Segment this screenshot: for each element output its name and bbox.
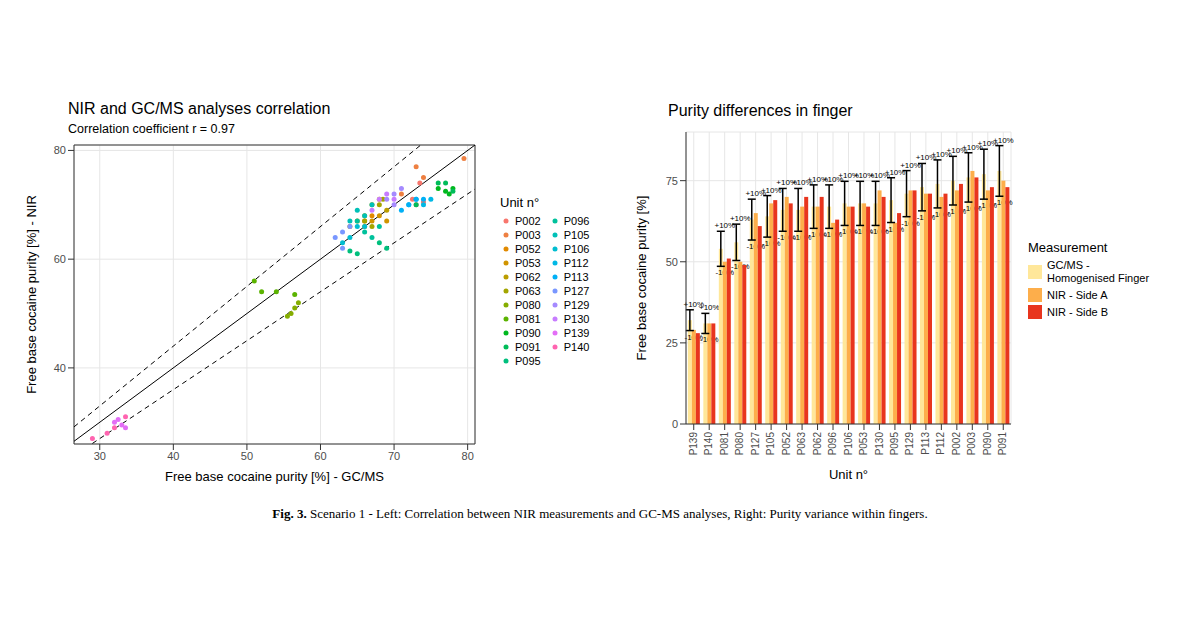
svg-text:+10%: +10% (838, 171, 859, 181)
svg-text:+10%: +10% (900, 160, 921, 170)
svg-text:0: 0 (672, 418, 678, 430)
html-text:P080: P080 (515, 299, 541, 311)
svg-text:+10%: +10% (822, 174, 844, 184)
svg-text:-10%: -10% (730, 262, 750, 272)
svg-text:+10%: +10% (714, 221, 736, 231)
svg-text:+10%: +10% (807, 174, 828, 184)
svg-text:P063: P063 (796, 432, 807, 456)
html-text:P113: P113 (563, 271, 589, 283)
svg-text:+10%: +10% (776, 178, 798, 188)
html-text:NIR - Side B: NIR - Side B (1047, 305, 1109, 318)
svg-text:25: 25 (666, 337, 678, 349)
svg-text:75: 75 (666, 175, 678, 187)
html-text:P130: P130 (563, 313, 590, 325)
svg-text:P105: P105 (765, 432, 776, 456)
svg-text:+10%: +10% (993, 136, 1014, 145)
html-text:P127: P127 (563, 285, 590, 297)
svg-text:P140: P140 (703, 432, 714, 456)
svg-text:70: 70 (388, 450, 400, 462)
html-text:P140: P140 (563, 341, 590, 353)
svg-text:+10%: +10% (760, 185, 782, 195)
html-text:NIR - Side A: NIR - Side A (1047, 288, 1108, 301)
svg-text:80: 80 (462, 450, 474, 462)
svg-text:+10%: +10% (791, 178, 813, 188)
svg-text:Free base cocaine purity [%]: Free base cocaine purity [%] (634, 196, 649, 361)
svg-text:P129: P129 (905, 432, 916, 456)
svg-text:+10%: +10% (962, 142, 983, 152)
svg-text:-10%: -10% (994, 198, 1013, 208)
svg-text:P091: P091 (997, 432, 1008, 456)
svg-text:30: 30 (94, 450, 106, 462)
svg-text:P139: P139 (688, 432, 699, 456)
svg-text:+10%: +10% (745, 189, 767, 199)
html-text:P091: P091 (515, 341, 541, 353)
html-text:Measurement: Measurement (1028, 240, 1108, 255)
svg-text:P081: P081 (719, 432, 730, 456)
svg-text:+10%: +10% (683, 299, 705, 309)
svg-text:+10%: +10% (931, 149, 952, 159)
svg-text:P095: P095 (889, 432, 900, 456)
svg-text:Free base cocaine purity [%] -: Free base cocaine purity [%] - NIR (24, 195, 39, 394)
svg-text:P127: P127 (750, 432, 761, 456)
html-text:GC/MS - Homogenised Finger: GC/MS - Homogenised Finger (1047, 259, 1150, 284)
html-text:P002: P002 (515, 215, 541, 227)
html-text:P090: P090 (515, 327, 541, 339)
svg-text:+10%: +10% (869, 171, 890, 181)
svg-text:P096: P096 (827, 432, 838, 456)
svg-text:+10%: +10% (884, 167, 906, 177)
html-text:Purity differences in finger: Purity differences in finger (668, 102, 853, 119)
svg-text:+10%: +10% (915, 153, 937, 163)
svg-text:+10%: +10% (730, 214, 751, 223)
html-text:P052: P052 (515, 243, 541, 255)
svg-text:50: 50 (666, 256, 678, 268)
svg-text:40: 40 (167, 450, 179, 462)
svg-text:Free base cocaine purity [%] -: Free base cocaine purity [%] - GC/MS (165, 469, 384, 484)
svg-text:P130: P130 (874, 432, 885, 456)
svg-text:P080: P080 (734, 432, 745, 456)
svg-text:+10%: +10% (699, 303, 720, 312)
svg-text:P113: P113 (920, 432, 931, 455)
html-text:P096: P096 (563, 215, 590, 227)
svg-text:P106: P106 (843, 432, 854, 456)
html-text:P129: P129 (563, 299, 590, 311)
svg-text:+10%: +10% (853, 171, 875, 181)
svg-text:+10%: +10% (977, 139, 999, 149)
svg-text:+10%: +10% (946, 146, 968, 156)
html-text:P112: P112 (563, 257, 589, 269)
html-text:P081: P081 (515, 313, 541, 325)
html-text:P105: P105 (563, 229, 590, 241)
html-text:Correlation coefficient r = 0.: Correlation coefficient r = 0.97 (68, 122, 235, 136)
svg-text:60: 60 (54, 253, 66, 265)
html-text:P095: P095 (515, 355, 541, 367)
svg-text:-10%: -10% (700, 335, 719, 345)
svg-text:40: 40 (54, 362, 66, 374)
svg-text:P062: P062 (812, 432, 823, 456)
html-text:P106: P106 (563, 243, 590, 255)
html-text:P003: P003 (515, 229, 541, 241)
svg-text:P090: P090 (982, 432, 993, 456)
html-text:P053: P053 (515, 257, 541, 269)
html-text:Fig. 3. Scenario 1 - Left: Cor: Fig. 3. Scenario 1 - Left: Correlation b… (272, 506, 928, 521)
svg-text:Unit n°: Unit n° (829, 467, 868, 482)
svg-text:P053: P053 (858, 432, 869, 456)
html-text:P062: P062 (515, 271, 541, 283)
svg-text:P052: P052 (781, 432, 792, 456)
svg-text:80: 80 (54, 144, 66, 156)
svg-text:P002: P002 (951, 432, 962, 456)
svg-text:P003: P003 (966, 432, 977, 456)
svg-text:60: 60 (314, 450, 326, 462)
svg-text:P112: P112 (935, 432, 946, 455)
html-text:NIR and GC/MS analyses correla: NIR and GC/MS analyses correlation (68, 100, 331, 117)
html-text:P063: P063 (515, 285, 541, 297)
html-text:Unit n°: Unit n° (500, 195, 540, 210)
html-text:P139: P139 (563, 327, 590, 339)
svg-text:50: 50 (241, 450, 253, 462)
